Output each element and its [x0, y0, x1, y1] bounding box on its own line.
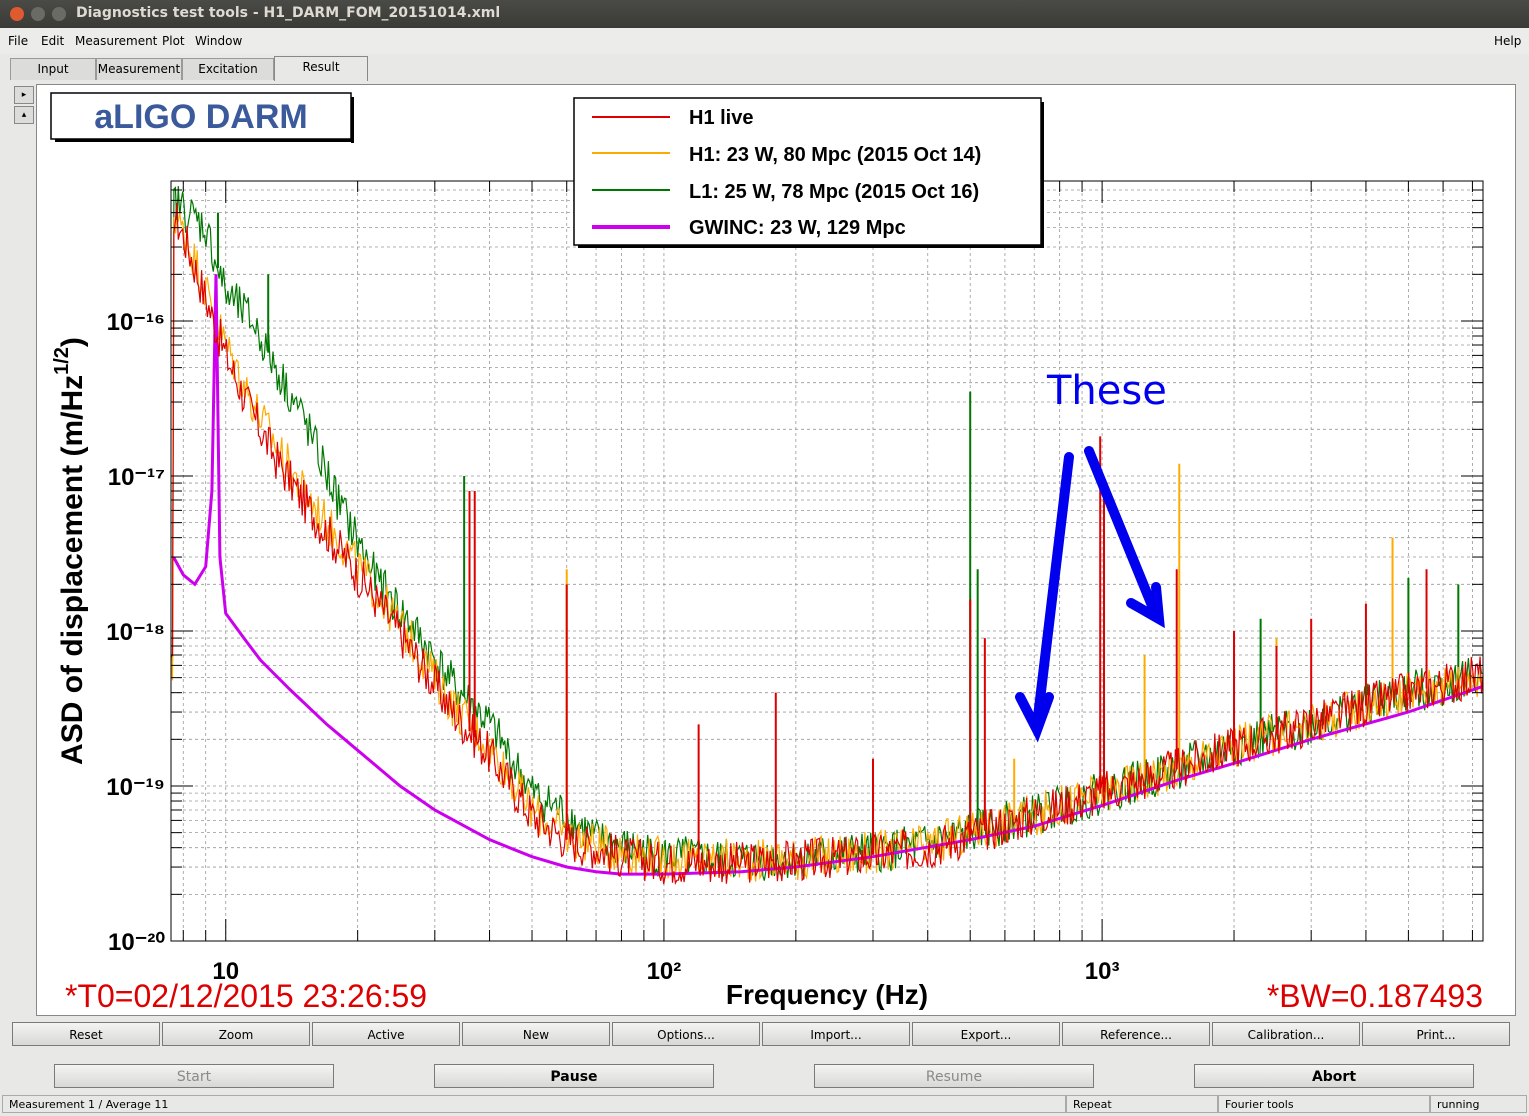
arrow-right-icon[interactable]: ▸ — [14, 86, 34, 104]
status-repeat: Repeat — [1066, 1095, 1218, 1113]
maximize-window-icon[interactable] — [52, 7, 66, 21]
reference-button[interactable]: Reference... — [1062, 1022, 1210, 1046]
t0-label: *T0=02/12/2015 23:26:59 — [65, 978, 427, 1014]
legend: H1 live H1: 23 W, 80 Mpc (2015 Oct 14) L… — [573, 97, 1044, 248]
menu-bar: File Edit Measurement Plot Window Help — [0, 28, 1529, 54]
legend-label-h1-oct14: H1: 23 W, 80 Mpc (2015 Oct 14) — [689, 144, 981, 166]
status-state: running — [1430, 1095, 1527, 1113]
tab-excitation[interactable]: Excitation — [182, 58, 274, 80]
pause-button[interactable]: Pause — [434, 1064, 714, 1088]
bw-label: *BW=0.187493 — [1267, 978, 1483, 1014]
menu-file[interactable]: File — [8, 34, 29, 48]
export-button[interactable]: Export... — [912, 1022, 1060, 1046]
x-tick-label: 10² — [647, 958, 682, 985]
series-gwinc — [172, 274, 1484, 876]
run-button-bar: Start Pause Resume Abort — [0, 1062, 1529, 1092]
legend-label-l1-oct16: L1: 25 W, 78 Mpc (2015 Oct 16) — [689, 181, 979, 203]
y-axis-label: ASD of displacement (m/Hz1/2) — [51, 337, 89, 765]
options-button[interactable]: Options... — [612, 1022, 760, 1046]
zoom-button[interactable]: Zoom — [162, 1022, 310, 1046]
series-1 — [170, 212, 1484, 882]
print-button[interactable]: Print... — [1362, 1022, 1510, 1046]
annotation-arrows — [1015, 446, 1165, 743]
series-0 — [170, 202, 1484, 885]
menu-plot[interactable]: Plot — [162, 34, 185, 48]
series-layer — [170, 186, 1484, 885]
tab-measurement[interactable]: Measurement — [96, 58, 182, 80]
series-2 — [170, 186, 1484, 881]
side-arrows: ▸ ▴ — [14, 86, 34, 126]
y-tick-label: 10⁻¹⁷ — [108, 464, 165, 491]
menu-help[interactable]: Help — [1494, 34, 1522, 48]
tick-layer: 10 10² 10³ 10⁻¹⁶ 10⁻¹⁷ 10⁻¹⁸ 10⁻¹⁹ 10⁻²⁰ — [106, 180, 1483, 985]
y-tick-label: 10⁻¹⁸ — [106, 619, 165, 646]
x-tick-label: 10 — [212, 958, 239, 985]
import-button[interactable]: Import... — [762, 1022, 910, 1046]
close-window-icon[interactable] — [10, 7, 24, 21]
plot-button-bar: Reset Zoom Active New Options... Import.… — [10, 1020, 1512, 1048]
x-tick-label: 10³ — [1085, 958, 1120, 985]
menu-window[interactable]: Window — [195, 34, 243, 48]
resume-button[interactable]: Resume — [814, 1064, 1094, 1088]
start-button[interactable]: Start — [54, 1064, 334, 1088]
plot-title: aLIGO DARM — [94, 98, 307, 136]
annotation-text: These — [1046, 368, 1167, 414]
x-axis-label: Frequency (Hz) — [726, 979, 928, 1010]
y-tick-label: 10⁻²⁰ — [108, 929, 165, 956]
y-tick-label: 10⁻¹⁹ — [106, 774, 165, 801]
arrow-up-icon[interactable]: ▴ — [14, 106, 34, 124]
legend-label-h1-live: H1 live — [689, 107, 753, 129]
new-button[interactable]: New — [462, 1022, 610, 1046]
menu-measurement[interactable]: Measurement — [75, 34, 158, 48]
title-bar: Diagnostics test tools - H1_DARM_FOM_201… — [0, 0, 1529, 28]
legend-label-gwinc: GWINC: 23 W, 129 Mpc — [689, 217, 906, 239]
title-box: aLIGO DARM — [50, 92, 354, 143]
reset-button[interactable]: Reset — [12, 1022, 160, 1046]
menu-edit[interactable]: Edit — [41, 34, 65, 48]
tab-input[interactable]: Input — [10, 58, 96, 80]
active-button[interactable]: Active — [312, 1022, 460, 1046]
tab-result[interactable]: Result — [274, 56, 368, 81]
status-tools: Fourier tools — [1218, 1095, 1430, 1113]
plot-canvas[interactable]: 10 10² 10³ 10⁻¹⁶ 10⁻¹⁷ 10⁻¹⁸ 10⁻¹⁹ 10⁻²⁰ aLIGO … — [36, 84, 1516, 1016]
window-title: Diagnostics test tools - H1_DARM_FOM_201… — [76, 5, 501, 21]
status-bar: Measurement 1 / Average 11 Repeat Fourie… — [0, 1094, 1529, 1116]
abort-button[interactable]: Abort — [1194, 1064, 1474, 1088]
annotation: These — [1015, 368, 1167, 743]
plot-svg: 10 10² 10³ 10⁻¹⁶ 10⁻¹⁷ 10⁻¹⁸ 10⁻¹⁹ 10⁻²⁰ aLIGO … — [50, 92, 1484, 1014]
minimize-window-icon[interactable] — [31, 7, 45, 21]
calibration-button[interactable]: Calibration... — [1212, 1022, 1360, 1046]
status-measurement: Measurement 1 / Average 11 — [2, 1095, 1066, 1113]
tab-bar: Input Measurement Excitation Result — [0, 54, 1529, 81]
y-tick-label: 10⁻¹⁶ — [107, 309, 165, 336]
